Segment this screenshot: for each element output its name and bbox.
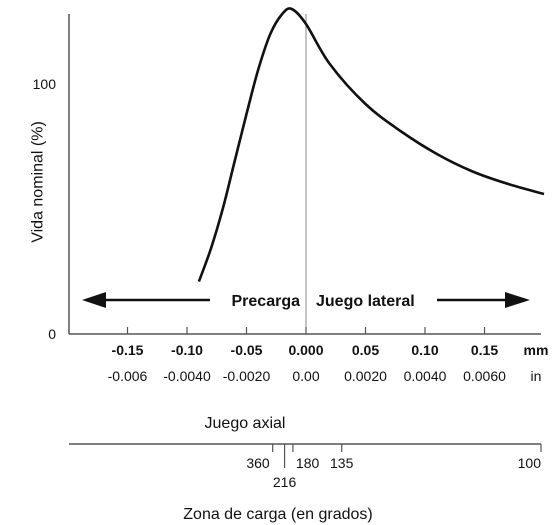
x-tick-label-mm: -0.05	[231, 342, 263, 358]
secondary-tick-label: 180	[296, 455, 320, 471]
y-axis-label: Vida nominal (%)	[30, 121, 47, 243]
life-curve-line	[197, 7, 545, 282]
x-unit-in-label: in	[531, 368, 542, 384]
precarga-label: Precarga	[232, 293, 301, 310]
secondary-tick-label: 100	[518, 455, 542, 471]
right-arrowhead-icon	[505, 292, 530, 308]
x-tick-labels: -0.15-0.006-0.10-0.0040-0.05-0.00200.000…	[108, 327, 506, 384]
x-tick-label-mm: -0.10	[171, 342, 203, 358]
x-tick-label-in: 0.0020	[344, 368, 387, 384]
x-axis-title: Juego axial	[205, 415, 286, 432]
x-tick-label-in: 0.0060	[463, 368, 506, 384]
secondary-tick-label: 135	[330, 455, 354, 471]
y-tick-label-0: 0	[48, 326, 56, 342]
secondary-tick-label: 360	[246, 455, 270, 471]
x-tick-label-in: -0.0020	[223, 368, 271, 384]
x-tick-label-mm: 0.15	[471, 342, 498, 358]
x-tick-label-in: -0.0040	[163, 368, 211, 384]
x-tick-label-in: -0.006	[108, 368, 148, 384]
y-tick-label-100: 100	[33, 76, 57, 92]
juego-lateral-label: Juego lateral	[316, 293, 415, 310]
left-arrowhead-icon	[82, 292, 106, 308]
x-tick-label-mm: 0.10	[411, 342, 438, 358]
x-tick-label-mm: -0.15	[112, 342, 144, 358]
secondary-tick-label: 216	[273, 474, 297, 490]
secondary-axis-title: Zona de carga (en grados)	[183, 506, 372, 523]
x-tick-label-mm: 0.05	[352, 342, 379, 358]
x-tick-label-in: 0.0040	[404, 368, 447, 384]
x-tick-label-in: 0.00	[292, 368, 319, 384]
x-unit-mm-label: mm	[524, 342, 549, 358]
x-tick-label-mm: 0.000	[288, 342, 323, 358]
